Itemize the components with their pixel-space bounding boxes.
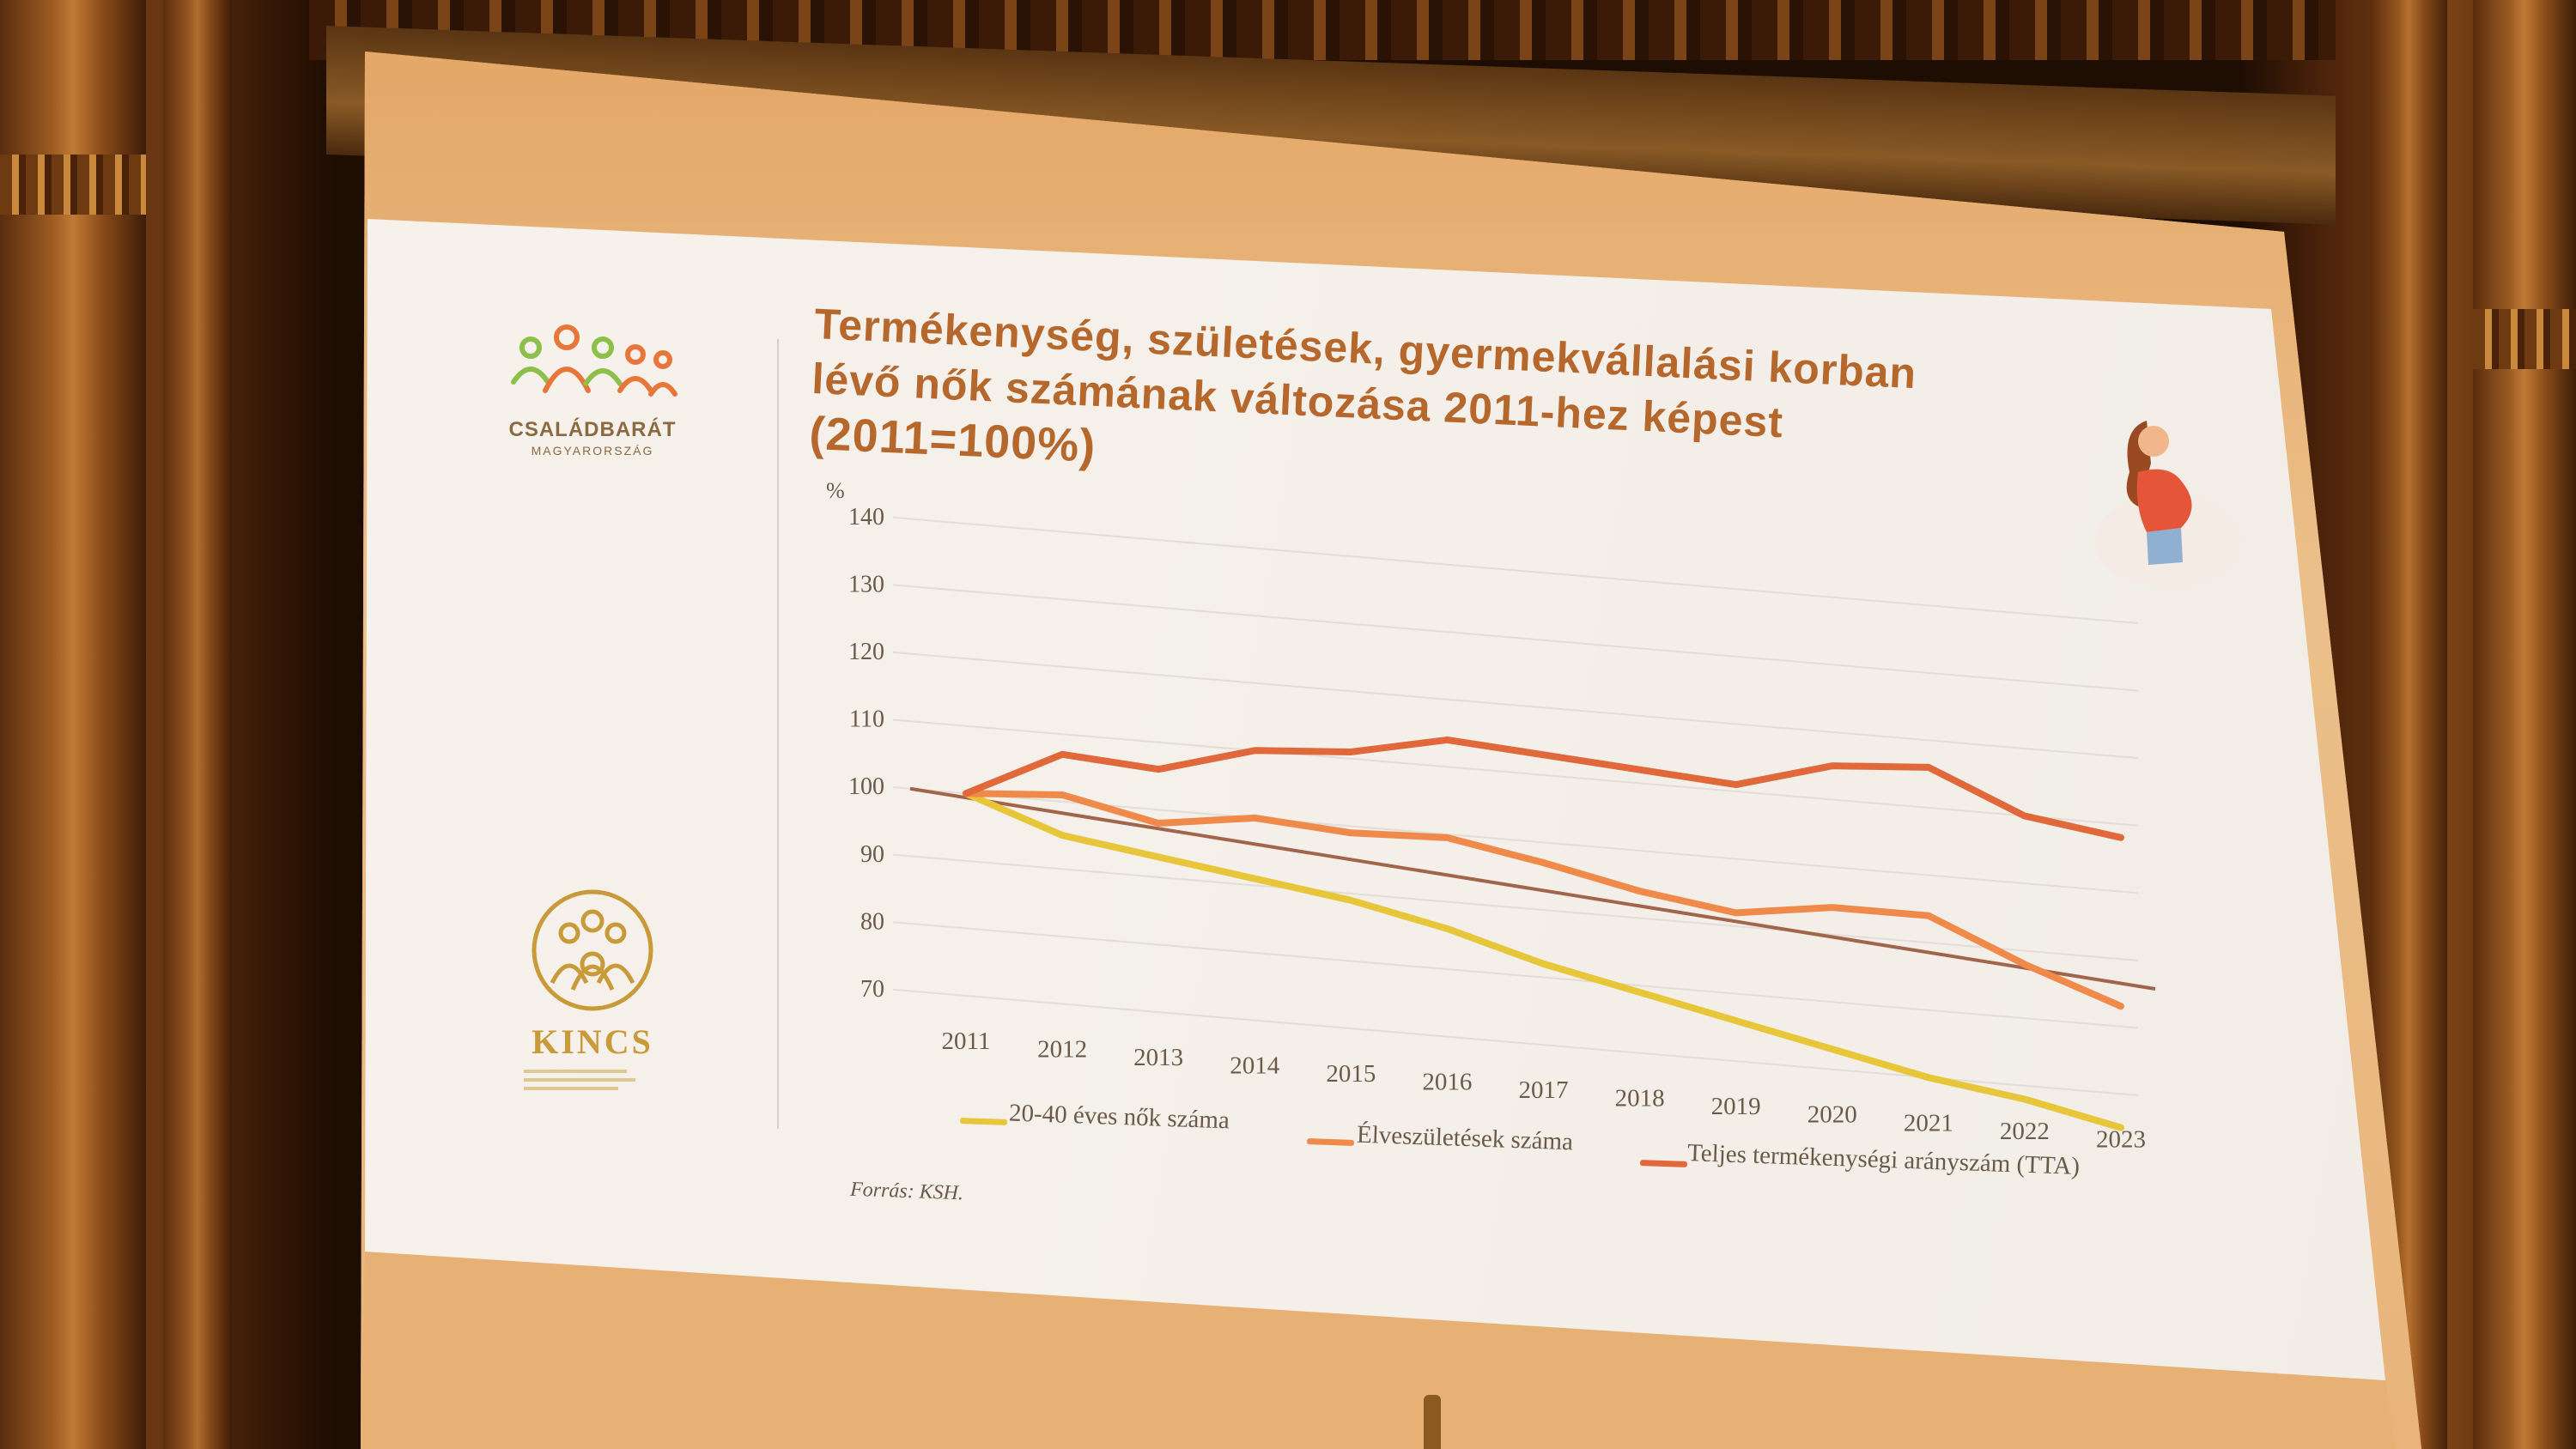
y-tick-label: 70: [860, 976, 884, 1003]
x-tick-label: 2015: [1326, 1060, 1376, 1088]
gridline: [892, 516, 2139, 625]
microphone-stand: [1424, 1395, 1441, 1449]
pregnant-mother-illustration: [2095, 421, 2241, 588]
x-tick-label: 2021: [1904, 1109, 1953, 1137]
right-column: [2473, 0, 2576, 1449]
y-tick-label: 120: [848, 639, 884, 665]
x-tick-label: 2016: [1422, 1069, 1472, 1096]
kincs-logo-name: KINCS: [532, 1022, 653, 1061]
gridline: [892, 718, 2139, 827]
left-pilaster: [163, 0, 232, 1449]
x-tick-label: 2014: [1230, 1052, 1280, 1080]
y-tick-label: 140: [848, 504, 884, 530]
family-figures-icon: [511, 324, 677, 397]
x-tick-label: 2022: [2000, 1118, 2050, 1145]
x-tick-label: 2013: [1133, 1044, 1183, 1071]
y-tick-label: 130: [848, 571, 884, 597]
gridline: [892, 584, 2139, 692]
csaladbarat-logo-sub: MAGYARORSZÁG: [531, 444, 654, 458]
csaladbarat-logo: CSALÁDBARÁT MAGYARORSZÁG: [498, 322, 687, 476]
left-column: [0, 0, 146, 1449]
y-tick-label: 110: [849, 706, 884, 733]
x-tick-label: 2017: [1519, 1076, 1569, 1104]
chart-series: [963, 736, 2124, 1131]
left-capital: [0, 155, 146, 215]
gridline: [892, 651, 2139, 760]
kincs-logo: KINCS: [511, 888, 683, 1129]
x-tick-label: 2020: [1807, 1101, 1857, 1129]
trendline-segment: [909, 786, 2156, 991]
y-axis-unit-label: %: [826, 478, 845, 503]
y-tick-label: 90: [860, 841, 884, 868]
x-axis-ticks: 2011 2012 2013 2014 2015 2016 2017 2018 2019 2020…: [942, 1028, 2146, 1153]
kincs-emblem-icon: [532, 889, 653, 1011]
chart-gridlines: [892, 516, 2139, 1097]
y-tick-label: 80: [860, 908, 884, 935]
y-axis-ticks: 140 130 120 110 100 90 80 70: [848, 504, 884, 1003]
x-tick-label: 2011: [942, 1028, 991, 1055]
x-tick-label: 2019: [1711, 1093, 1761, 1120]
right-capital: [2473, 309, 2576, 369]
source-note: Forrás: KSH.: [849, 1178, 964, 1205]
gridline: [892, 853, 2139, 961]
gridline: [892, 921, 2139, 1029]
trendline: [909, 786, 2156, 991]
y-tick-label: 100: [848, 773, 884, 800]
series-line-3: [963, 736, 2124, 841]
kincs-logo-subtitle-lines: [524, 1064, 661, 1095]
x-tick-label: 2012: [1037, 1036, 1087, 1064]
x-tick-label: 2018: [1615, 1085, 1665, 1113]
slide-divider: [777, 339, 779, 1129]
csaladbarat-logo-name: CSALÁDBARÁT: [508, 418, 677, 441]
